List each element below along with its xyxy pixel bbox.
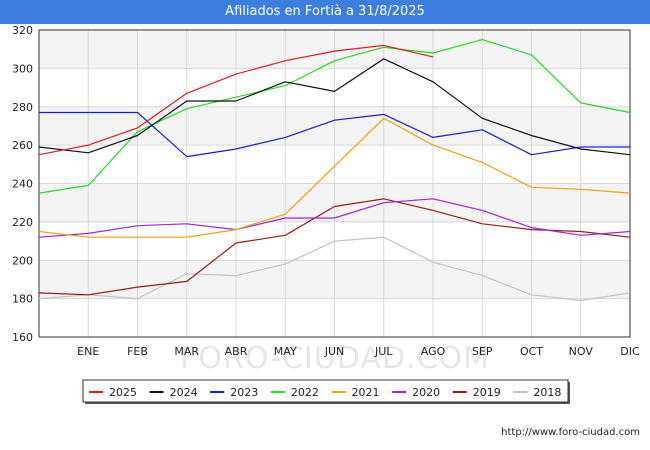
legend-label-2020: 2020 — [412, 386, 440, 399]
x-tick-label: JUN — [324, 345, 345, 358]
legend-label-2022: 2022 — [291, 386, 319, 399]
legend-box — [82, 379, 569, 403]
legend-label-2024: 2024 — [170, 386, 198, 399]
x-tick-label: NOV — [569, 345, 594, 358]
y-tick-label: 260 — [12, 139, 33, 152]
series-line-2024 — [38, 58, 631, 156]
y-tick-label: 220 — [12, 216, 33, 229]
legend: 2025 2024 2023 2022 2021 2020 2019 2018 — [82, 379, 570, 404]
x-tick-label: ENE — [77, 345, 99, 358]
legend-label-2025: 2025 — [109, 386, 137, 399]
series-line-2022 — [38, 38, 631, 194]
legend-label-2023: 2023 — [230, 386, 258, 399]
chart-title: Afiliados en Fortià a 31/8/2025 — [0, 0, 650, 24]
x-tick-label: JUL — [374, 345, 393, 358]
series-line-2019 — [38, 198, 631, 296]
x-tick-label: MAR — [174, 345, 199, 358]
x-tick-label: OCT — [520, 345, 543, 358]
y-tick-label: 300 — [12, 62, 33, 75]
x-tick-label: SEP — [472, 345, 493, 358]
legend-label-2019: 2019 — [473, 386, 501, 399]
legend-label-2021: 2021 — [352, 386, 380, 399]
series-line-2023 — [39, 111, 630, 158]
plot-frame — [38, 29, 631, 338]
watermark-text: FORO-CIUDAD.COM — [180, 341, 490, 376]
y-tick-label: 320 — [12, 24, 33, 37]
series-line-2025 — [38, 44, 434, 156]
x-tick-label: AGO — [421, 345, 446, 358]
y-tick-label: 160 — [12, 331, 33, 344]
y-tick-label: 240 — [12, 178, 33, 191]
x-tick-label: DIC — [620, 345, 640, 358]
x-axis-ticks: ENE FEB MAR ABR MAY JUN JUL AGO SEP OCT NOV DIC — [77, 345, 640, 358]
y-axis-ticks: 160 180 200 220 240 260 280 300 320 — [12, 24, 33, 344]
series-lines — [38, 38, 631, 302]
y-tick-label: 200 — [12, 254, 33, 267]
series-line-2018 — [38, 236, 631, 302]
series-line-2020 — [38, 198, 631, 238]
legend-label-2018: 2018 — [533, 386, 561, 399]
y-tick-label: 280 — [12, 101, 33, 114]
y-tick-label: 180 — [12, 293, 33, 306]
series-line-2021 — [38, 117, 631, 238]
x-tick-label: FEB — [127, 345, 148, 358]
x-tick-label: MAY — [274, 345, 297, 358]
x-tick-label: ABR — [225, 345, 248, 358]
source-url[interactable]: http://www.foro-ciudad.com — [501, 427, 640, 438]
